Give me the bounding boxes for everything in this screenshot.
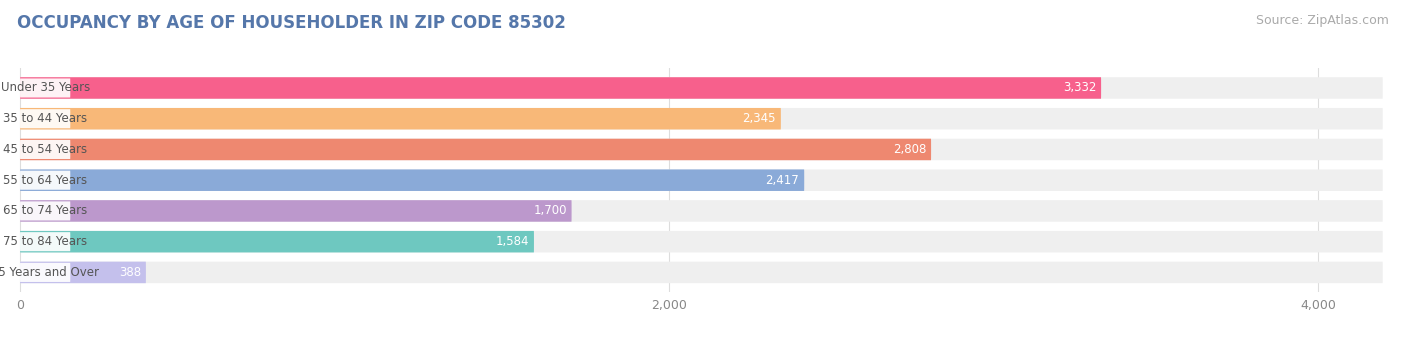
Text: 2,808: 2,808 xyxy=(893,143,927,156)
Text: 65 to 74 Years: 65 to 74 Years xyxy=(3,204,87,218)
FancyBboxPatch shape xyxy=(20,262,1382,283)
FancyBboxPatch shape xyxy=(20,262,146,283)
Text: 2,417: 2,417 xyxy=(766,174,800,187)
Text: 75 to 84 Years: 75 to 84 Years xyxy=(3,235,87,248)
Text: Source: ZipAtlas.com: Source: ZipAtlas.com xyxy=(1256,14,1389,27)
FancyBboxPatch shape xyxy=(20,108,780,130)
FancyBboxPatch shape xyxy=(20,171,70,190)
FancyBboxPatch shape xyxy=(20,109,70,128)
FancyBboxPatch shape xyxy=(20,200,572,222)
Text: 85 Years and Over: 85 Years and Over xyxy=(0,266,100,279)
Text: 3,332: 3,332 xyxy=(1063,82,1097,95)
FancyBboxPatch shape xyxy=(20,169,1382,191)
Text: 55 to 64 Years: 55 to 64 Years xyxy=(3,174,87,187)
FancyBboxPatch shape xyxy=(20,77,1101,99)
FancyBboxPatch shape xyxy=(20,139,931,160)
FancyBboxPatch shape xyxy=(20,139,1382,160)
Text: Under 35 Years: Under 35 Years xyxy=(0,82,90,95)
Text: 45 to 54 Years: 45 to 54 Years xyxy=(3,143,87,156)
FancyBboxPatch shape xyxy=(20,200,1382,222)
Text: 388: 388 xyxy=(120,266,141,279)
FancyBboxPatch shape xyxy=(20,232,70,251)
Text: 1,700: 1,700 xyxy=(533,204,567,218)
FancyBboxPatch shape xyxy=(20,77,1382,99)
FancyBboxPatch shape xyxy=(20,201,70,220)
Text: 2,345: 2,345 xyxy=(742,112,776,125)
Text: OCCUPANCY BY AGE OF HOUSEHOLDER IN ZIP CODE 85302: OCCUPANCY BY AGE OF HOUSEHOLDER IN ZIP C… xyxy=(17,14,565,32)
Text: 35 to 44 Years: 35 to 44 Years xyxy=(3,112,87,125)
FancyBboxPatch shape xyxy=(20,79,70,98)
FancyBboxPatch shape xyxy=(20,140,70,159)
FancyBboxPatch shape xyxy=(20,263,70,282)
FancyBboxPatch shape xyxy=(20,231,534,252)
FancyBboxPatch shape xyxy=(20,169,804,191)
FancyBboxPatch shape xyxy=(20,231,1382,252)
Text: 1,584: 1,584 xyxy=(495,235,529,248)
FancyBboxPatch shape xyxy=(20,108,1382,130)
